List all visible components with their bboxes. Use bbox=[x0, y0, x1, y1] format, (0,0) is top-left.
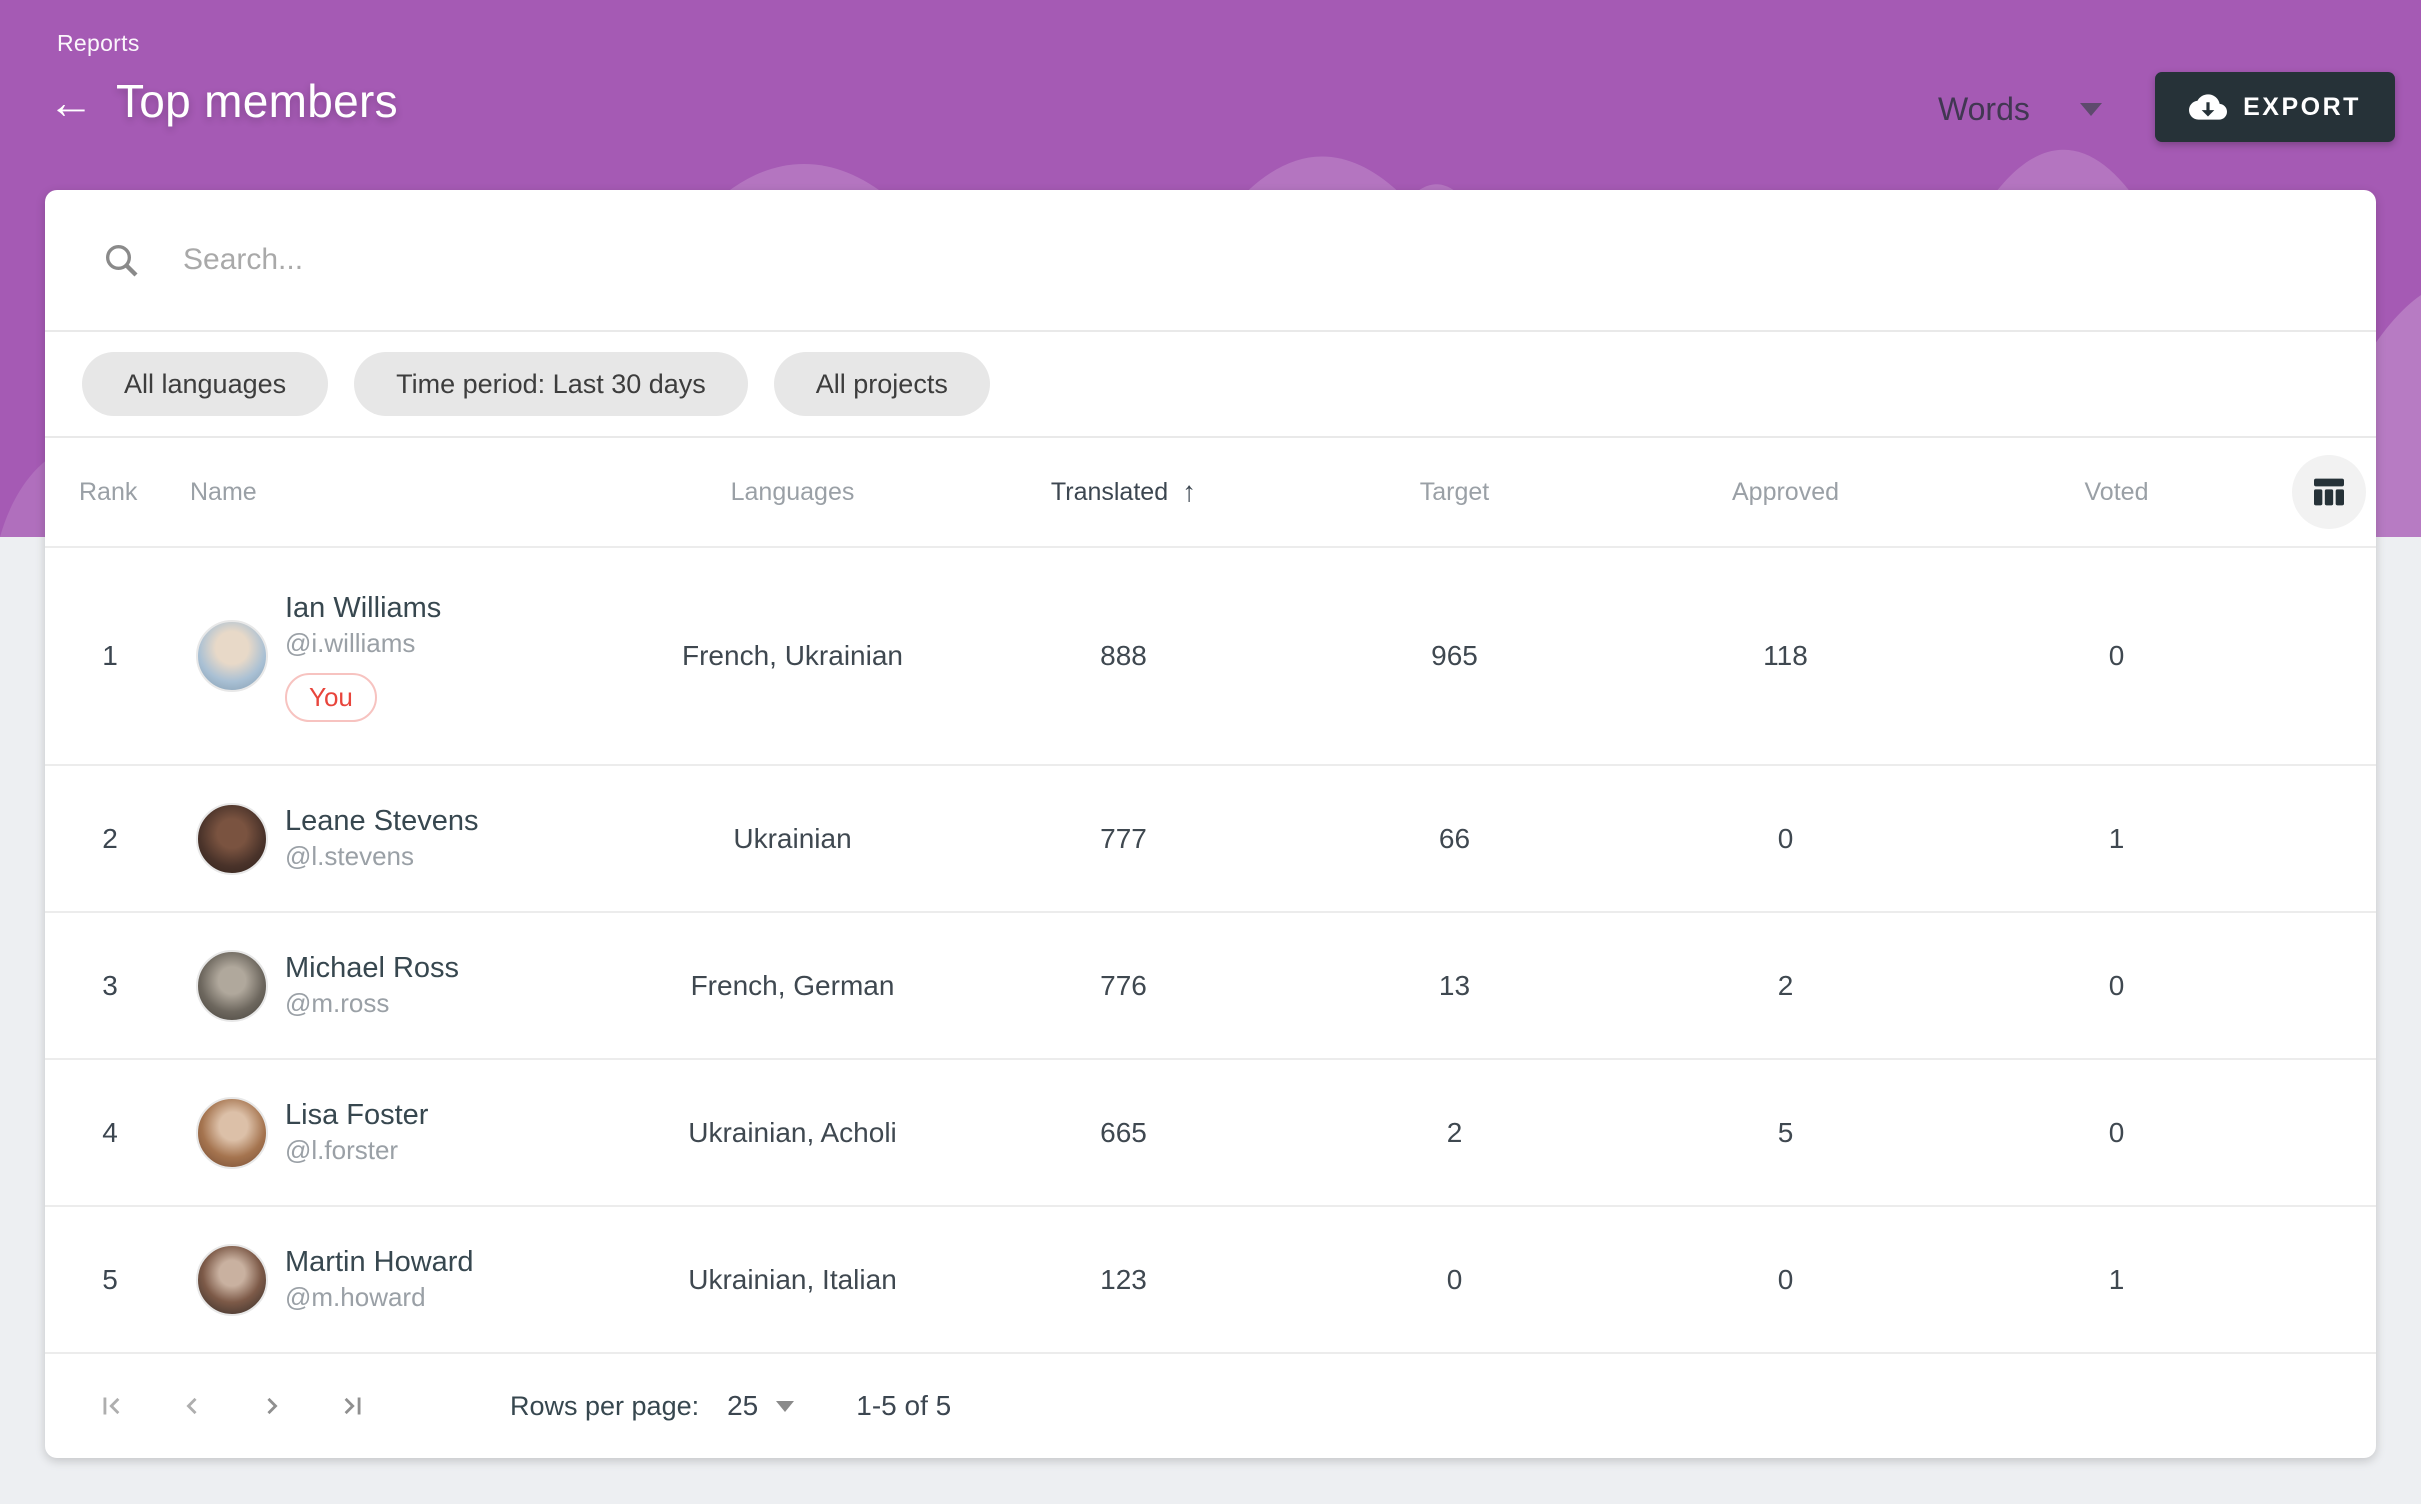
report-unit-dropdown[interactable]: Words bbox=[1938, 84, 2102, 134]
translated-value: 776 bbox=[1100, 969, 1147, 1001]
languages-value: Ukrainian bbox=[733, 822, 852, 854]
table-row[interactable]: 4 Lisa Foster @l.forster Ukrainian, Acho… bbox=[45, 1058, 2376, 1205]
avatar bbox=[196, 619, 268, 692]
approved-value: 0 bbox=[1777, 822, 1794, 854]
languages-value: Ukrainian, Acholi bbox=[688, 1116, 897, 1148]
column-header-translated-label: Translated bbox=[1050, 477, 1169, 506]
languages-value: Ukrainian, Italian bbox=[688, 1263, 897, 1295]
member-name: Leane Stevens bbox=[285, 805, 479, 838]
column-header-rank[interactable]: Rank bbox=[79, 477, 138, 506]
rank-value: 2 bbox=[102, 822, 118, 854]
previous-page-button[interactable] bbox=[170, 1384, 214, 1428]
member-name: Michael Ross bbox=[285, 952, 460, 985]
column-header-translated[interactable]: Translated ↑ bbox=[958, 476, 1289, 508]
title-row: ← Top members bbox=[48, 74, 398, 128]
rows-per-page-label: Rows per page: bbox=[510, 1390, 700, 1421]
avatar bbox=[196, 1096, 268, 1169]
rank-value: 3 bbox=[102, 969, 118, 1001]
pagination-range: 1-5 of 5 bbox=[856, 1390, 952, 1421]
export-button-label: EXPORT bbox=[2243, 92, 2361, 121]
approved-value: 5 bbox=[1777, 1116, 1794, 1148]
breadcrumb[interactable]: Reports bbox=[57, 30, 140, 56]
cloud-download-icon bbox=[2189, 94, 2228, 120]
voted-value: 1 bbox=[2108, 1263, 2125, 1295]
voted-value: 0 bbox=[2108, 1116, 2125, 1148]
last-page-button[interactable] bbox=[330, 1384, 374, 1428]
back-arrow-icon[interactable]: ← bbox=[48, 76, 94, 128]
avatar bbox=[196, 949, 268, 1022]
filter-chip-projects[interactable]: All projects bbox=[773, 352, 990, 416]
filter-chip-time-period[interactable]: Time period: Last 30 days bbox=[354, 352, 748, 416]
page-title: Top members bbox=[116, 75, 398, 127]
translated-value: 665 bbox=[1100, 1116, 1147, 1148]
you-badge: You bbox=[285, 672, 377, 722]
column-header-approved[interactable]: Approved bbox=[1731, 477, 1840, 506]
top-members-card: All languages Time period: Last 30 days … bbox=[45, 190, 2376, 1458]
table-row[interactable]: 1 Ian Williams @i.williams You French, U… bbox=[45, 546, 2376, 764]
languages-value: French, Ukrainian bbox=[682, 640, 903, 671]
first-page-icon bbox=[103, 1397, 120, 1415]
search-icon bbox=[106, 245, 138, 277]
sort-ascending-icon: ↑ bbox=[1182, 476, 1197, 507]
target-value: 0 bbox=[1446, 1263, 1463, 1295]
member-name: Lisa Foster bbox=[285, 1099, 429, 1132]
voted-value: 0 bbox=[2108, 969, 2125, 1001]
rank-value: 5 bbox=[102, 1263, 118, 1295]
target-value: 2 bbox=[1446, 1116, 1463, 1148]
export-button[interactable]: EXPORT bbox=[2155, 72, 2395, 142]
approved-value: 2 bbox=[1777, 969, 1794, 1001]
chevron-right-icon bbox=[267, 1397, 278, 1415]
avatar bbox=[196, 802, 268, 875]
translated-value: 888 bbox=[1100, 640, 1147, 671]
member-username: @l.forster bbox=[285, 1134, 399, 1165]
rank-value: 1 bbox=[102, 640, 118, 671]
column-header-target[interactable]: Target bbox=[1419, 477, 1490, 506]
report-unit-value: Words bbox=[1938, 90, 2030, 127]
languages-value: French, German bbox=[690, 969, 895, 1001]
rows-per-page-value: 25 bbox=[727, 1390, 759, 1421]
rank-value: 4 bbox=[102, 1116, 118, 1148]
rows-per-page-dropdown[interactable]: 25 bbox=[727, 1390, 795, 1422]
column-header-name[interactable]: Name bbox=[190, 477, 257, 506]
chevron-down-icon bbox=[776, 1400, 795, 1412]
member-username: @m.howard bbox=[285, 1281, 426, 1312]
target-value: 13 bbox=[1438, 969, 1471, 1001]
avatar bbox=[196, 1243, 268, 1316]
search-row bbox=[45, 190, 2376, 330]
column-header-languages[interactable]: Languages bbox=[730, 477, 855, 506]
filters-row: All languages Time period: Last 30 days … bbox=[45, 330, 2376, 438]
approved-value: 118 bbox=[1763, 640, 1808, 671]
chevron-down-icon bbox=[2079, 102, 2102, 116]
translated-value: 777 bbox=[1100, 822, 1147, 854]
filter-chip-languages[interactable]: All languages bbox=[82, 352, 329, 416]
table-columns-icon bbox=[2314, 478, 2344, 506]
next-page-button[interactable] bbox=[250, 1384, 294, 1428]
member-name: Martin Howard bbox=[285, 1246, 474, 1279]
pagination-bar: Rows per page: 25 1-5 of 5 bbox=[45, 1352, 2376, 1458]
voted-value: 1 bbox=[2108, 822, 2125, 854]
table-row[interactable]: 3 Michael Ross @m.ross French, German 77… bbox=[45, 911, 2376, 1058]
voted-value: 0 bbox=[2108, 640, 2125, 671]
member-username: @i.williams bbox=[285, 627, 416, 658]
target-value: 965 bbox=[1431, 640, 1478, 671]
target-value: 66 bbox=[1438, 822, 1471, 854]
member-username: @l.stevens bbox=[285, 840, 414, 871]
first-page-button[interactable] bbox=[90, 1384, 134, 1428]
approved-value: 0 bbox=[1777, 1263, 1794, 1295]
column-settings-button[interactable] bbox=[2292, 455, 2366, 529]
member-name: Ian Williams bbox=[285, 592, 442, 625]
chevron-left-icon bbox=[186, 1397, 197, 1415]
column-header-voted[interactable]: Voted bbox=[2084, 477, 2149, 506]
member-username: @m.ross bbox=[285, 987, 390, 1018]
table-row[interactable]: 5 Martin Howard @m.howard Ukrainian, Ita… bbox=[45, 1205, 2376, 1352]
last-page-icon bbox=[344, 1397, 361, 1415]
search-input[interactable] bbox=[183, 243, 1783, 277]
table-row[interactable]: 2 Leane Stevens @l.stevens Ukrainian 777… bbox=[45, 764, 2376, 911]
table-header: Rank Name Languages Translated ↑ Target … bbox=[45, 438, 2376, 546]
translated-value: 123 bbox=[1100, 1263, 1147, 1295]
